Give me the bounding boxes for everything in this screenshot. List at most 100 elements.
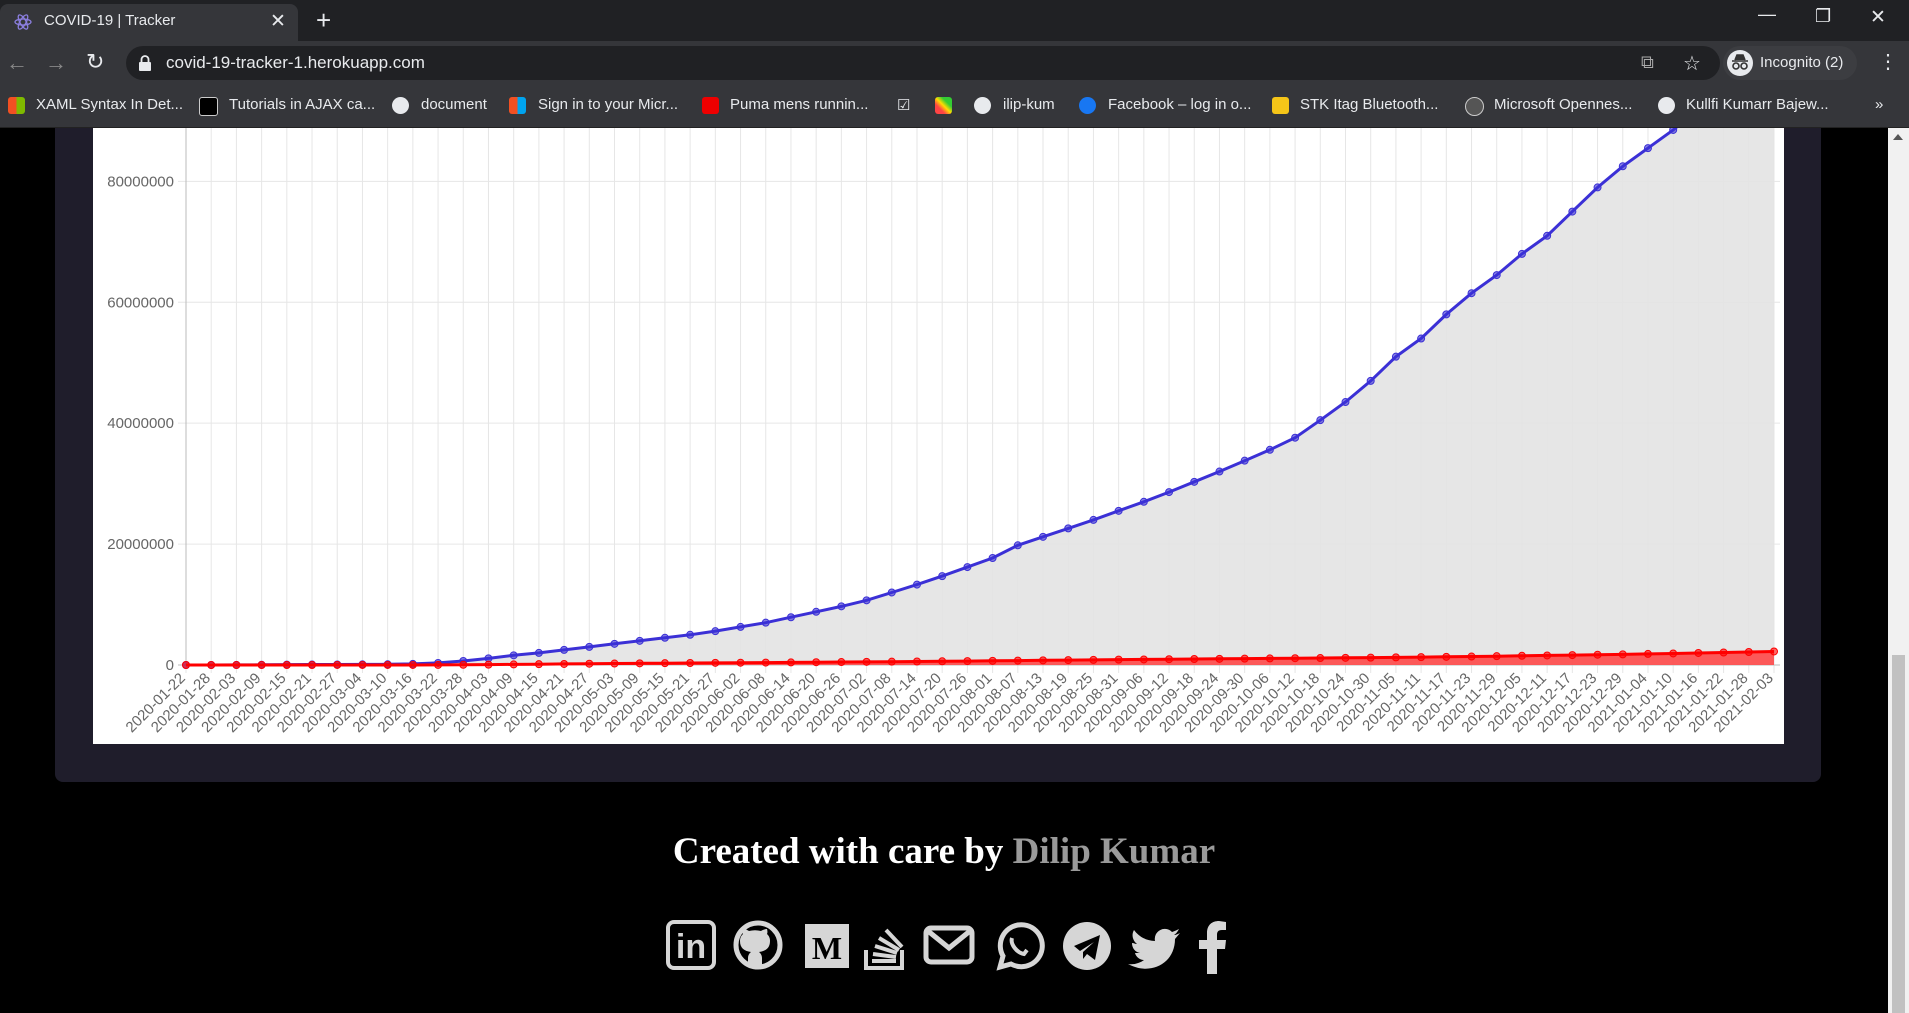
bookmark[interactable]: Tutorials in AJAX ca... <box>229 96 376 113</box>
author-link[interactable]: Dilip Kumar <box>1012 831 1216 872</box>
close-window[interactable]: ✕ <box>1870 7 1886 28</box>
chart: 2020-01-222020-01-282020-02-032020-02-09… <box>107 0 1780 736</box>
data-point <box>988 656 997 665</box>
y-tick-label: 40000000 <box>107 415 174 432</box>
data-point <box>560 645 569 654</box>
reload[interactable]: ↻ <box>86 49 105 74</box>
data-point <box>1114 506 1123 515</box>
data-point <box>1215 654 1224 663</box>
data-point <box>1089 515 1098 524</box>
data-point <box>585 659 594 668</box>
data-point <box>1543 231 1552 240</box>
bookmark[interactable]: ilip-kum <box>1003 96 1055 113</box>
data-point <box>1165 655 1174 664</box>
data-point <box>887 657 896 666</box>
scroll-up[interactable] <box>1893 134 1903 140</box>
email-icon[interactable] <box>923 925 975 965</box>
svg-text:M: M <box>812 930 842 966</box>
data-point <box>610 639 619 648</box>
data-point <box>1618 650 1627 659</box>
data-point <box>635 636 644 645</box>
bookmark-icon[interactable] <box>935 97 952 114</box>
bookmark[interactable]: Puma mens runnin... <box>730 96 869 113</box>
bookmark-icon <box>1272 97 1289 114</box>
data-point <box>1770 647 1778 656</box>
medium-icon[interactable]: M <box>805 924 849 968</box>
data-point <box>610 659 619 668</box>
whatsapp-icon[interactable] <box>996 922 1045 971</box>
bookmark[interactable]: Sign in to your Micr... <box>538 96 679 113</box>
data-point <box>1316 654 1325 663</box>
data-point <box>963 657 972 666</box>
data-point <box>1064 656 1073 665</box>
y-tick-label: 60000000 <box>107 294 174 311</box>
restore[interactable]: ❐ <box>1815 6 1832 26</box>
translate[interactable]: ⧉ <box>1641 52 1654 72</box>
data-point <box>182 660 190 669</box>
tab[interactable]: COVID-19 | Tracker ✕ <box>0 4 298 41</box>
data-point <box>1517 249 1526 258</box>
data-point <box>1215 467 1224 476</box>
facebook-icon[interactable] <box>1199 921 1226 974</box>
bookmark[interactable]: Kullfi Kumarr Bajew... <box>1686 96 1829 113</box>
bookmark[interactable]: ☑ <box>897 97 911 114</box>
data-point <box>1013 541 1022 550</box>
stackoverflow-icon[interactable] <box>864 928 904 970</box>
bookmark[interactable]: Microsoft Opennes... <box>1494 96 1633 113</box>
new-tab[interactable]: + <box>316 5 332 35</box>
bookmark-icon <box>1658 97 1675 114</box>
data-point <box>1039 656 1048 665</box>
minimize[interactable]: — <box>1758 4 1776 24</box>
data-point <box>837 658 846 667</box>
data-point <box>1190 655 1199 664</box>
bookmark[interactable]: XAML Syntax In Det... <box>36 96 184 113</box>
data-point <box>383 660 392 669</box>
y-tick-label: 0 <box>166 657 174 674</box>
data-point <box>560 659 569 668</box>
linkedin-icon[interactable]: in <box>666 920 716 970</box>
data-point <box>812 607 821 616</box>
data-point <box>1165 488 1174 497</box>
omnibox[interactable]: covid-19-tracker-1.herokuapp.com ⧉ ☆ <box>126 46 1720 80</box>
data-point <box>812 658 821 667</box>
area-fill <box>186 651 1774 665</box>
data-point <box>1568 651 1577 660</box>
bookmark[interactable]: STK Itag Bluetooth... <box>1300 96 1439 113</box>
github-icon[interactable] <box>733 920 783 970</box>
scroll-thumb[interactable] <box>1892 655 1905 1013</box>
bookmark-icon <box>509 97 526 114</box>
data-point <box>736 622 745 631</box>
data-point <box>333 660 342 669</box>
browser-chrome: COVID-19 | Tracker ✕ + — ❐ ✕ ← → ↻ covid… <box>0 0 1909 128</box>
data-point <box>1568 207 1577 216</box>
tab-title: COVID-19 | Tracker <box>44 12 176 29</box>
data-point <box>1643 649 1652 658</box>
scrollbar[interactable] <box>1888 127 1909 1013</box>
data-point <box>1039 532 1048 541</box>
data-point <box>837 602 846 611</box>
data-point <box>1064 524 1073 533</box>
twitter-icon[interactable] <box>1128 928 1180 969</box>
back[interactable]: ← <box>6 50 28 75</box>
data-point <box>1366 376 1375 385</box>
forward[interactable]: → <box>45 50 67 75</box>
data-point <box>635 659 644 668</box>
bookmark-icon <box>199 97 218 116</box>
data-point <box>534 648 543 657</box>
footer-text: Created with care by <box>672 831 1004 872</box>
tab-close[interactable]: ✕ <box>270 11 286 32</box>
data-point <box>1139 497 1148 506</box>
data-point <box>761 658 770 667</box>
profile-label: Incognito (2) <box>1760 54 1844 71</box>
data-point <box>686 630 695 639</box>
data-point <box>1618 162 1627 171</box>
profile[interactable]: Incognito (2) <box>1723 46 1857 80</box>
menu[interactable]: ⋮ <box>1878 51 1898 73</box>
data-point <box>660 633 669 642</box>
bookmark[interactable]: Facebook – log in o... <box>1108 96 1252 113</box>
bookmark-star[interactable]: ☆ <box>1683 53 1701 75</box>
bookmark[interactable]: document <box>421 96 487 113</box>
data-point <box>585 642 594 651</box>
more-bookmarks[interactable]: » <box>1875 96 1884 113</box>
telegram-icon[interactable] <box>1063 922 1111 970</box>
